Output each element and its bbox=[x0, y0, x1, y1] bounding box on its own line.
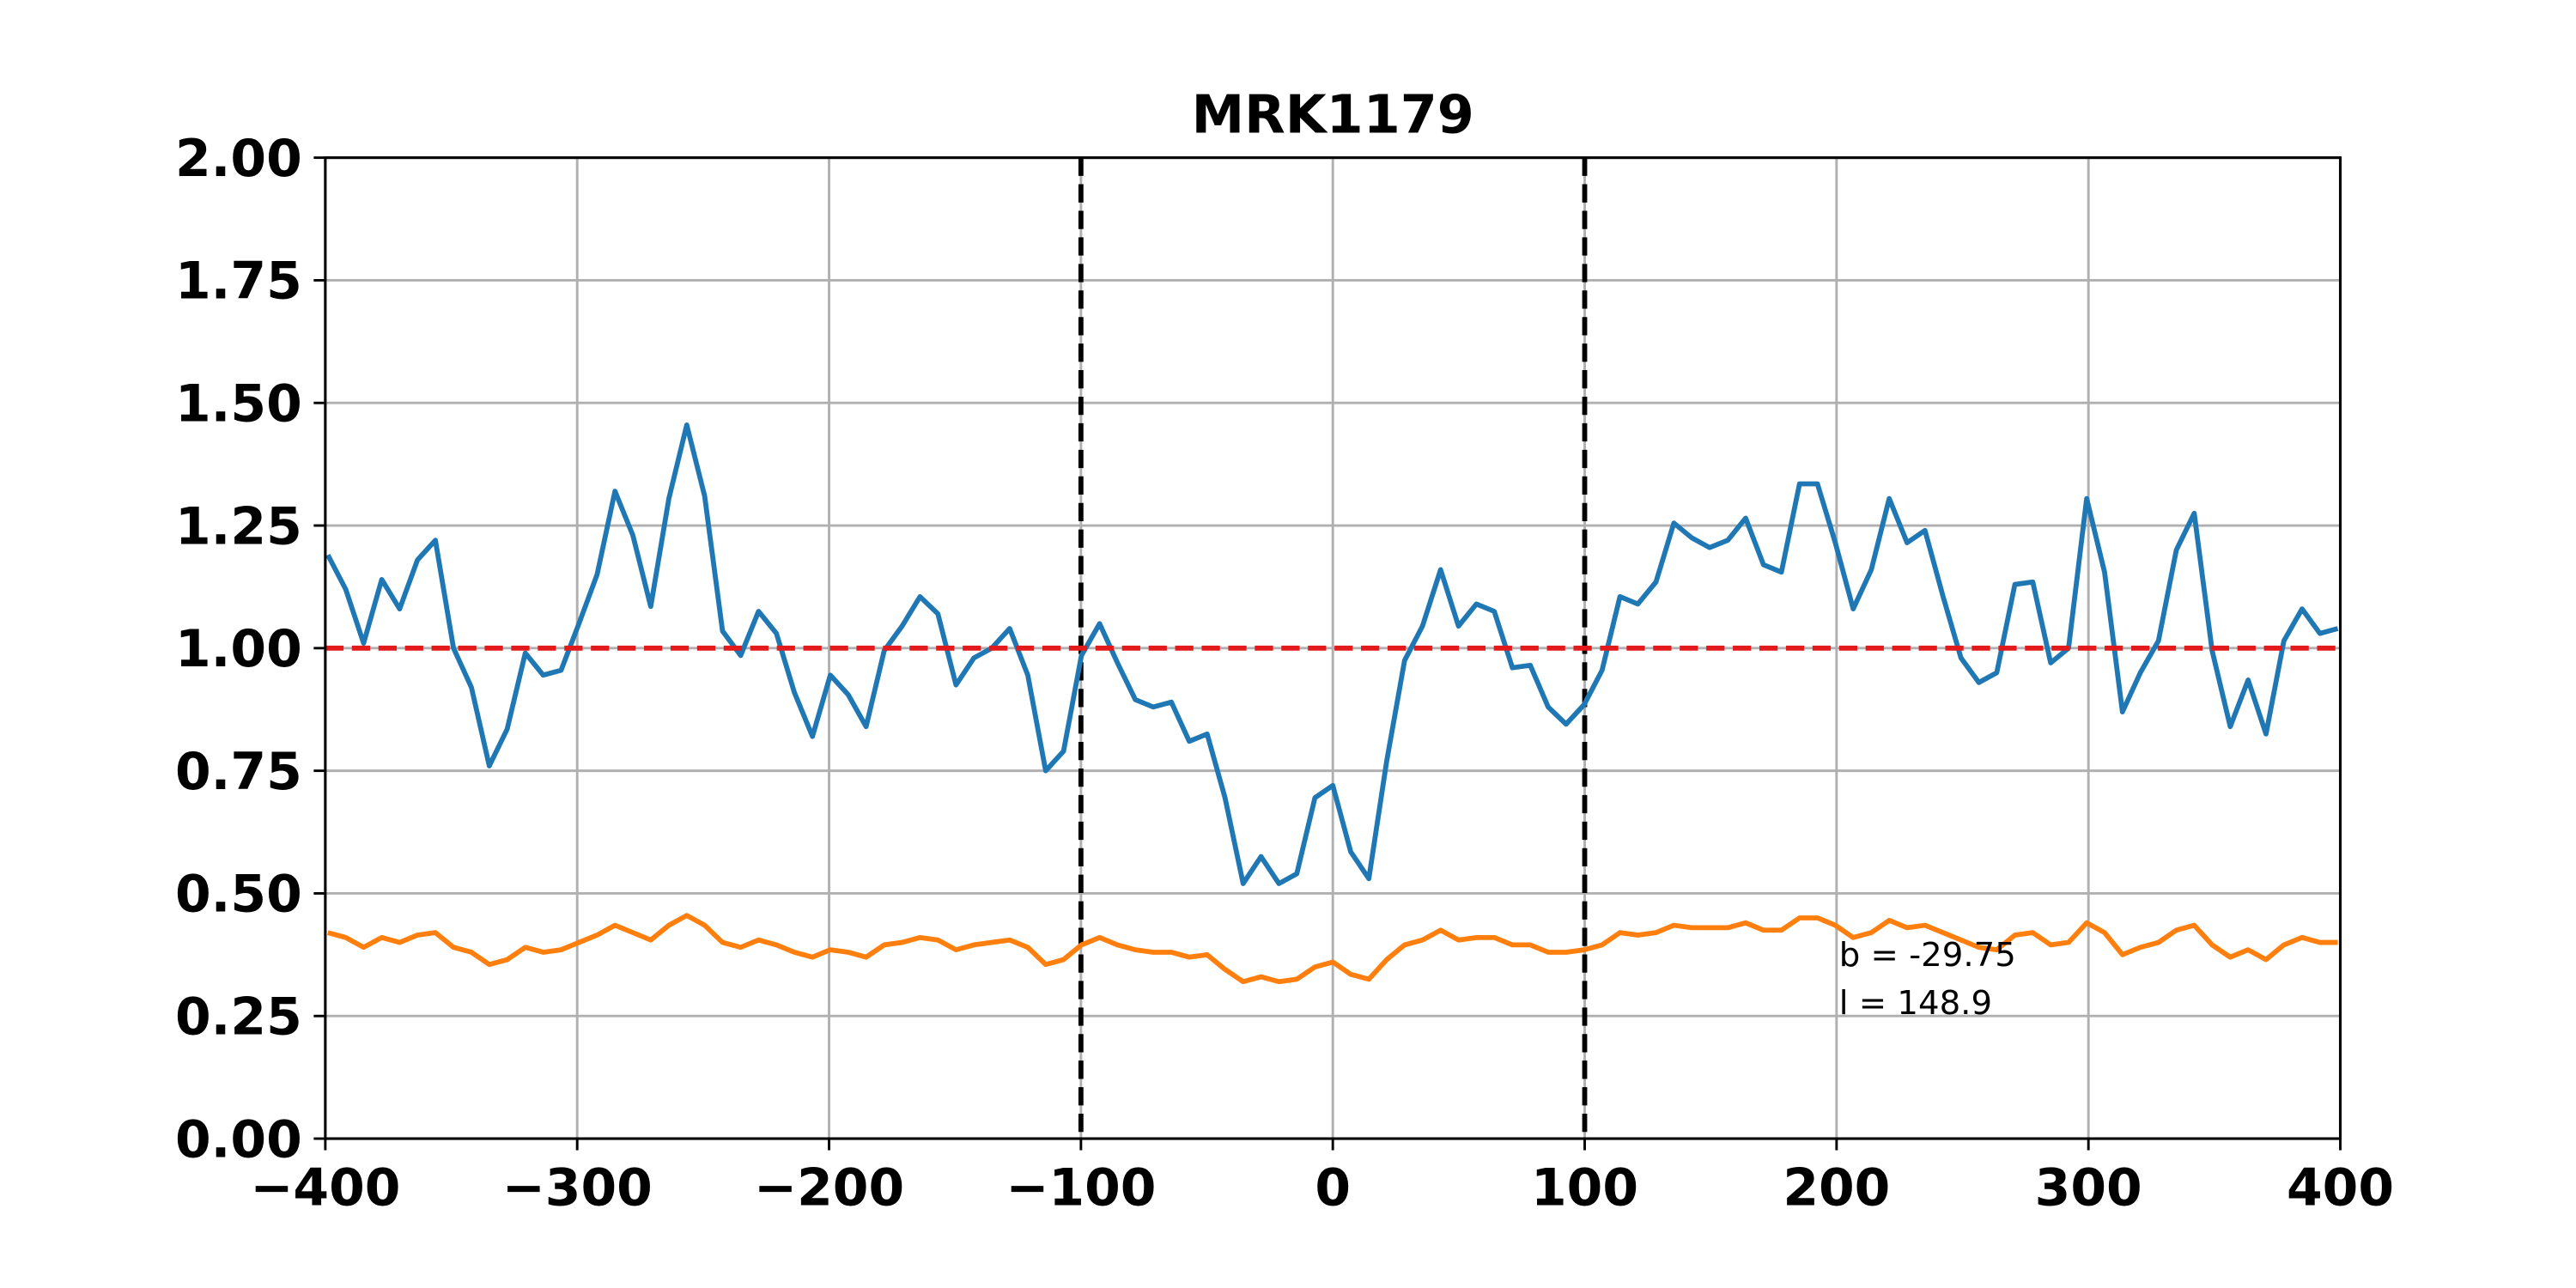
x-tick-label: 300 bbox=[2035, 1157, 2142, 1218]
y-tick-label: 0.50 bbox=[175, 865, 302, 925]
x-tick-label: −200 bbox=[754, 1157, 904, 1218]
y-tick-label: 1.50 bbox=[175, 374, 302, 434]
x-tick-label: −400 bbox=[250, 1157, 400, 1218]
chart-title: MRK1179 bbox=[1192, 84, 1474, 146]
x-tick-label: 200 bbox=[1783, 1157, 1890, 1218]
y-tick-label: 0.75 bbox=[175, 742, 302, 802]
y-tick-label: 1.75 bbox=[175, 252, 302, 312]
x-tick-label: −100 bbox=[1005, 1157, 1156, 1218]
data-line bbox=[325, 422, 2339, 886]
x-tick-label: 100 bbox=[1531, 1157, 1638, 1218]
x-tick-label: 400 bbox=[2287, 1157, 2394, 1218]
annotation: l = 148.9 bbox=[1839, 984, 1992, 1023]
y-tick-label: 0.25 bbox=[175, 987, 302, 1047]
plot-frame bbox=[324, 156, 2342, 1140]
y-tick-label: 0.00 bbox=[175, 1109, 302, 1170]
y-tick-label: 1.25 bbox=[175, 496, 302, 556]
x-tick-label: 0 bbox=[1315, 1157, 1351, 1218]
annotation: b = -29.75 bbox=[1839, 936, 2016, 975]
y-tick-label: 1.00 bbox=[175, 619, 302, 679]
data-line bbox=[327, 913, 2338, 985]
x-tick-label: −300 bbox=[502, 1157, 653, 1218]
y-tick-label: 2.00 bbox=[175, 129, 302, 189]
